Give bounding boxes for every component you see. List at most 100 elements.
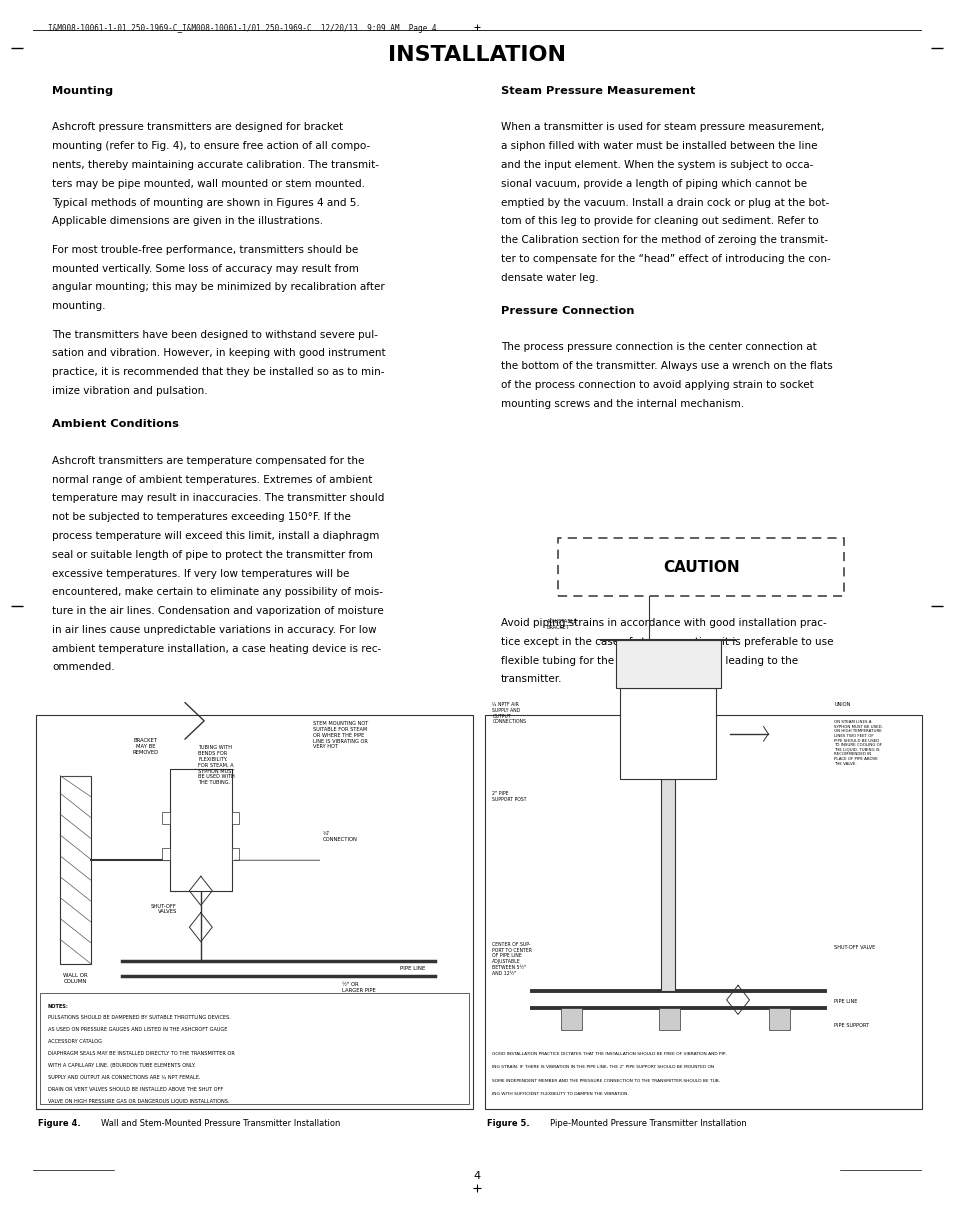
Text: mounting.: mounting. (52, 302, 106, 311)
Text: seal or suitable length of pipe to protect the transmitter from: seal or suitable length of pipe to prote… (52, 550, 373, 560)
Text: not be subjected to temperatures exceeding 150°F. If the: not be subjected to temperatures exceedi… (52, 513, 351, 522)
Text: nents, thereby maintaining accurate calibration. The transmit-: nents, thereby maintaining accurate cali… (52, 160, 379, 170)
Text: The process pressure connection is the center connection at: The process pressure connection is the c… (500, 343, 816, 353)
Text: emptied by the vacuum. Install a drain cock or plug at the bot-: emptied by the vacuum. Install a drain c… (500, 198, 828, 207)
Text: The transmitters have been designed to withstand severe pul-: The transmitters have been designed to w… (52, 330, 378, 339)
Text: densate water leg.: densate water leg. (500, 273, 598, 282)
Text: ¼ NPTF AIR
SUPPLY AND
OUTPUT
CONNECTIONS: ¼ NPTF AIR SUPPLY AND OUTPUT CONNECTIONS (492, 702, 526, 725)
Text: ACCESSORY CATALOG: ACCESSORY CATALOG (48, 1039, 102, 1045)
Text: PIPE SUPPORT: PIPE SUPPORT (833, 1023, 868, 1028)
Bar (60, 776, 91, 964)
Text: mounting (refer to Fig. 4), to ensure free action of all compo-: mounting (refer to Fig. 4), to ensure fr… (52, 142, 371, 152)
Text: INSTALLATION: INSTALLATION (388, 45, 565, 65)
Text: the Calibration section for the method of zeroing the transmit-: the Calibration section for the method o… (500, 235, 827, 245)
Text: ¼"
CONNECTION: ¼" CONNECTION (322, 831, 357, 842)
Text: Pressure Connection: Pressure Connection (500, 307, 634, 316)
Text: ambient temperature installation, a case heating device is rec-: ambient temperature installation, a case… (52, 644, 381, 653)
Bar (488, 1046, 917, 1104)
Text: SHUT-OFF
VALVES: SHUT-OFF VALVES (151, 904, 177, 914)
Text: sation and vibration. However, in keeping with good instrument: sation and vibration. However, in keepin… (52, 349, 386, 359)
Text: flexible tubing for the last length of piping leading to the: flexible tubing for the last length of p… (500, 656, 797, 665)
Text: the bottom of the transmitter. Always use a wrench on the flats: the bottom of the transmitter. Always us… (500, 361, 832, 371)
Bar (619, 688, 715, 779)
Text: of the process connection to avoid applying strain to socket: of the process connection to avoid apply… (500, 381, 813, 390)
Text: NOTES:: NOTES: (48, 1004, 69, 1008)
Text: excessive temperatures. If very low temperatures will be: excessive temperatures. If very low temp… (52, 568, 350, 578)
Text: When a transmitter is used for steam pressure measurement,: When a transmitter is used for steam pre… (500, 122, 823, 132)
Text: SHUT-OFF VALVE: SHUT-OFF VALVE (833, 945, 875, 950)
Text: Ambient Conditions: Ambient Conditions (52, 419, 179, 429)
Text: SOME INDEPENDENT MEMBER AND THE PRESSURE CONNECTION TO THE TRANSMITTER SHOULD BE: SOME INDEPENDENT MEMBER AND THE PRESSURE… (492, 1079, 720, 1082)
Text: encountered, make certain to eliminate any possibility of mois-: encountered, make certain to eliminate a… (52, 588, 383, 598)
Text: TUBING WITH
BENDS FOR
FLEXIBILITY.
FOR STEAM, A
SYPHON MUST
BE USED WITH
THE TUB: TUBING WITH BENDS FOR FLEXIBILITY. FOR S… (198, 745, 235, 785)
Text: ommended.: ommended. (52, 663, 115, 673)
Text: ter to compensate for the “head” effect of introducing the con-: ter to compensate for the “head” effect … (500, 255, 830, 264)
Text: AS USED ON PRESSURE GAUGES AND LISTED IN THE ASHCROFT GAUGE: AS USED ON PRESSURE GAUGES AND LISTED IN… (48, 1028, 227, 1033)
Text: process temperature will exceed this limit, install a diaphragm: process temperature will exceed this lim… (52, 531, 379, 541)
Bar (658, 1008, 679, 1030)
Bar (162, 848, 170, 861)
Text: temperature may result in inaccuracies. The transmitter should: temperature may result in inaccuracies. … (52, 493, 384, 503)
Text: Figure 4.: Figure 4. (38, 1119, 81, 1127)
Text: mounting screws and the internal mechanism.: mounting screws and the internal mechani… (500, 399, 743, 408)
Text: Ashcroft pressure transmitters are designed for bracket: Ashcroft pressure transmitters are desig… (52, 122, 343, 132)
Text: GOOD INSTALLATION PRACTICE DICTATES THAT THE INSTALLATION SHOULD BE FREE OF VIBR: GOOD INSTALLATION PRACTICE DICTATES THAT… (492, 1052, 726, 1056)
Text: ING WITH SUFFICIENT FLEXIBILITY TO DAMPEN THE VIBRATION.: ING WITH SUFFICIENT FLEXIBILITY TO DAMPE… (492, 1092, 628, 1096)
Text: practice, it is recommended that they be installed so as to min-: practice, it is recommended that they be… (52, 367, 385, 377)
Text: PULSATIONS SHOULD BE DAMPENED BY SUITABLE THROTTLING DEVICES.: PULSATIONS SHOULD BE DAMPENED BY SUITABL… (48, 1016, 231, 1021)
Text: Applicable dimensions are given in the illustrations.: Applicable dimensions are given in the i… (52, 217, 323, 227)
Bar (232, 848, 239, 861)
Text: For most trouble-free performance, transmitters should be: For most trouble-free performance, trans… (52, 245, 358, 255)
Text: Figure 5.: Figure 5. (486, 1119, 529, 1127)
Text: SUPPLY AND OUTPUT AIR CONNECTIONS ARE ¼ NPT FEMALE.: SUPPLY AND OUTPUT AIR CONNECTIONS ARE ¼ … (48, 1075, 200, 1080)
Text: ON STEAM LINES A
SYPHON MUST BE USED.
ON HIGH TEMPERATURE
LINES TWO FEET OF
PIPE: ON STEAM LINES A SYPHON MUST BE USED. ON… (833, 720, 882, 766)
Text: ture in the air lines. Condensation and vaporization of moisture: ture in the air lines. Condensation and … (52, 606, 384, 616)
Text: STEM MOUNTING NOT
SUITABLE FOR STEAM
OR WHERE THE PIPE
LINE IS VIBRATING OR
VERY: STEM MOUNTING NOT SUITABLE FOR STEAM OR … (313, 721, 368, 749)
Text: a siphon filled with water must be installed between the line: a siphon filled with water must be insta… (500, 142, 817, 152)
Text: Pipe-Mounted Pressure Transmitter Installation: Pipe-Mounted Pressure Transmitter Instal… (549, 1119, 745, 1127)
Text: VALVE ON HIGH PRESSURE GAS OR DANGEROUS LIQUID INSTALLATIONS.: VALVE ON HIGH PRESSURE GAS OR DANGEROUS … (48, 1098, 229, 1104)
Text: in air lines cause unpredictable variations in accuracy. For low: in air lines cause unpredictable variati… (52, 625, 376, 635)
Text: angular mounting; this may be minimized by recalibration after: angular mounting; this may be minimized … (52, 282, 385, 292)
Bar (558, 538, 843, 596)
Bar (40, 993, 469, 1104)
Text: tom of this leg to provide for cleaning out sediment. Refer to: tom of this leg to provide for cleaning … (500, 217, 818, 227)
Text: mounted vertically. Some loss of accuracy may result from: mounted vertically. Some loss of accurac… (52, 264, 359, 274)
Text: DIAPHRAGM SEALS MAY BE INSTALLED DIRECTLY TO THE TRANSMITTER OR: DIAPHRAGM SEALS MAY BE INSTALLED DIRECTL… (48, 1051, 234, 1056)
Text: CENTER OF SUP-
PORT TO CENTER
OF PIPE LINE
ADJUSTABLE
BETWEEN 5½"
AND 12½": CENTER OF SUP- PORT TO CENTER OF PIPE LI… (492, 942, 532, 976)
Bar (170, 770, 232, 891)
Bar (615, 640, 720, 688)
Text: Steam Pressure Measurement: Steam Pressure Measurement (500, 86, 695, 96)
Text: DRAIN OR VENT VALVES SHOULD BE INSTALLED ABOVE THE SHUT OFF: DRAIN OR VENT VALVES SHOULD BE INSTALLED… (48, 1087, 223, 1092)
Bar (232, 812, 239, 824)
Text: PIPE LINE: PIPE LINE (399, 966, 425, 971)
Text: normal range of ambient temperatures. Extremes of ambient: normal range of ambient temperatures. Ex… (52, 475, 373, 485)
Text: and the input element. When the system is subject to occa-: and the input element. When the system i… (500, 160, 812, 170)
Text: ters may be pipe mounted, wall mounted or stem mounted.: ters may be pipe mounted, wall mounted o… (52, 179, 365, 189)
Text: ING STRAIN. IF THERE IS VIBRATION IN THE PIPE LINE, THE 2" PIPE SUPPORT SHOULD B: ING STRAIN. IF THERE IS VIBRATION IN THE… (492, 1065, 714, 1069)
Text: Mounting: Mounting (52, 86, 113, 96)
Text: I&M008-10061-1-01 250-1969-C_I&M008-10061-1/01 250-1969-C  12/20/13  9:09 AM  Pa: I&M008-10061-1-01 250-1969-C_I&M008-1006… (48, 24, 436, 33)
Bar (660, 779, 674, 991)
Bar (768, 1008, 789, 1030)
Text: sional vacuum, provide a length of piping which cannot be: sional vacuum, provide a length of pipin… (500, 179, 806, 189)
Text: PIPE LINE: PIPE LINE (833, 999, 857, 1004)
Text: WITH A CAPILLARY LINE. (BOURDON TUBE ELEMENTS ONLY.: WITH A CAPILLARY LINE. (BOURDON TUBE ELE… (48, 1063, 195, 1068)
Text: imize vibration and pulsation.: imize vibration and pulsation. (52, 387, 208, 396)
Text: Avoid piping strains in accordance with good installation prac-: Avoid piping strains in accordance with … (500, 618, 825, 628)
Text: ½" OR
LARGER PIPE: ½" OR LARGER PIPE (341, 982, 375, 993)
Text: Typical methods of mounting are shown in Figures 4 and 5.: Typical methods of mounting are shown in… (52, 198, 360, 207)
Text: 2" PIPE
SUPPORT POST: 2" PIPE SUPPORT POST (492, 791, 526, 802)
Text: WALL OR
COLUMN: WALL OR COLUMN (63, 973, 88, 984)
Text: ADJUSTABLE
BRACKET: ADJUSTABLE BRACKET (546, 619, 577, 630)
Text: CAUTION: CAUTION (662, 560, 739, 574)
Bar (162, 812, 170, 824)
Text: 4: 4 (473, 1171, 480, 1180)
Text: UNION: UNION (833, 702, 850, 707)
Bar (36, 715, 473, 1109)
Bar (560, 1008, 581, 1030)
Text: Wall and Stem-Mounted Pressure Transmitter Installation: Wall and Stem-Mounted Pressure Transmitt… (101, 1119, 340, 1127)
Text: tice except in the case of stem mounting, it is preferable to use: tice except in the case of stem mounting… (500, 638, 833, 647)
Bar (484, 715, 921, 1109)
Text: transmitter.: transmitter. (500, 674, 561, 685)
